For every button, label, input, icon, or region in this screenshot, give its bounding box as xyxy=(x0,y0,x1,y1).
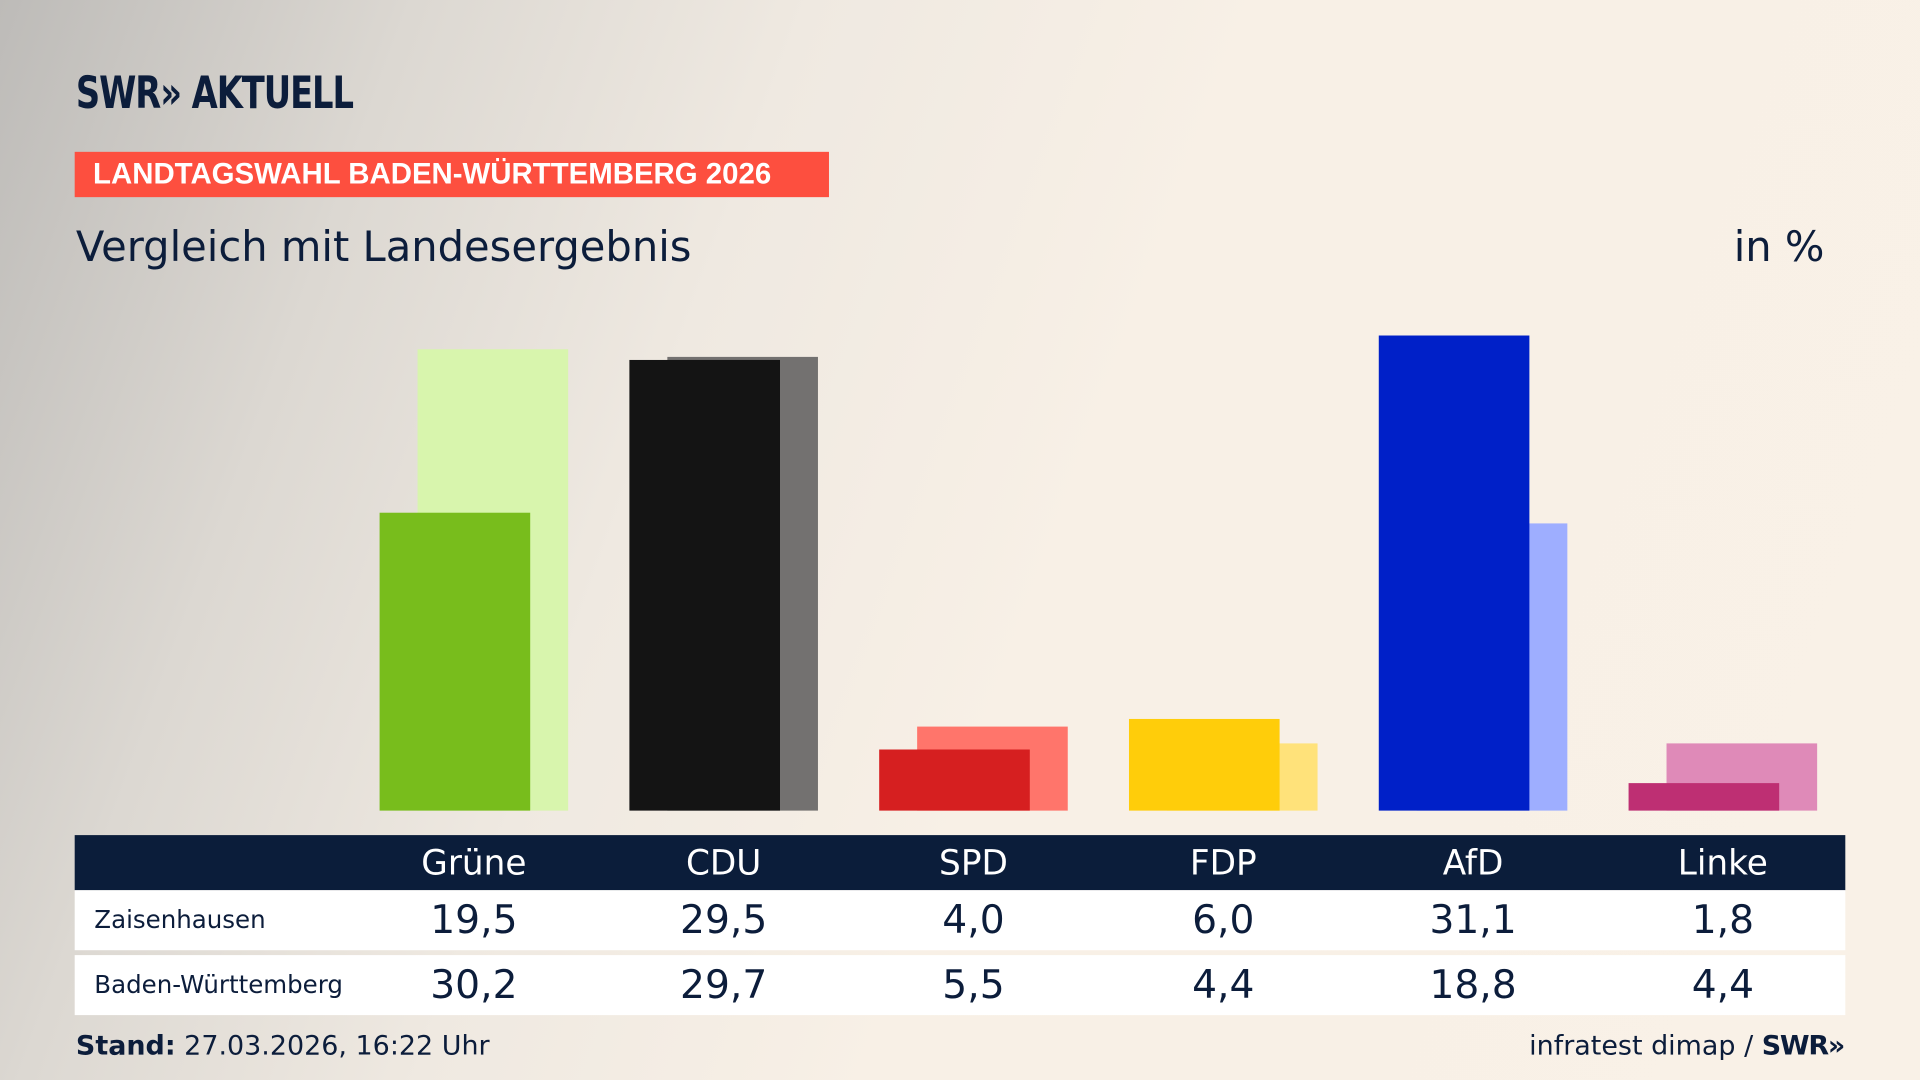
category-label: Grüne xyxy=(421,842,527,883)
bar-grüne-zaisenhausen xyxy=(379,512,531,811)
swr-logo: SWR» xyxy=(1761,1031,1846,1062)
data-label: 29,5 xyxy=(680,896,768,943)
bar-cdu-zaisenhausen xyxy=(629,359,781,811)
election-banner: LANDTAGSWAHL BADEN-WÜRTTEMBERG 2026 xyxy=(74,151,829,198)
stand-value: 27.03.2026, 16:22 Uhr xyxy=(175,1031,490,1062)
swr-aktuell-logo: SWR» AKTUELL xyxy=(75,68,354,119)
timestamp: Stand: 27.03.2026, 16:22 Uhr xyxy=(76,1031,490,1062)
bar-spd-zaisenhausen xyxy=(879,749,1030,811)
row-label: Baden-Württemberg xyxy=(94,969,343,1000)
source: infratest dimap / SWR» xyxy=(1529,1031,1846,1062)
data-label: 19,5 xyxy=(430,896,518,943)
bar-linke-zaisenhausen xyxy=(1628,783,1780,811)
data-label: 18,8 xyxy=(1429,961,1517,1008)
data-label: 29,7 xyxy=(680,961,768,1008)
data-label: 6,0 xyxy=(1192,896,1255,943)
stand-label: Stand: xyxy=(75,1031,176,1062)
category-label: FDP xyxy=(1189,842,1257,883)
data-label: 30,2 xyxy=(430,961,518,1008)
unit-label: in % xyxy=(1733,222,1825,272)
category-label: CDU xyxy=(685,842,762,883)
row-label: Zaisenhausen xyxy=(94,904,266,935)
data-label: 1,8 xyxy=(1691,896,1755,943)
chart-subtitle: Vergleich mit Landesergebnis xyxy=(75,222,692,272)
data-label: 4,4 xyxy=(1691,961,1755,1008)
table-row: Zaisenhausen 19,5 29,5 4,0 6,0 31,1 1,8 xyxy=(74,890,1846,951)
source-text: infratest dimap / xyxy=(1529,1031,1762,1062)
category-label: AfD xyxy=(1442,842,1504,883)
data-label: 5,5 xyxy=(942,961,1005,1008)
table-row: Baden-Württemberg 30,2 29,7 5,5 4,4 18,8 4,4 xyxy=(74,955,1846,1016)
category-label: SPD xyxy=(939,842,1008,883)
data-label: 4,0 xyxy=(942,896,1005,943)
bar-fdp-zaisenhausen xyxy=(1128,718,1280,811)
category-label: Linke xyxy=(1677,842,1768,883)
bar-afd-zaisenhausen xyxy=(1378,335,1530,811)
data-label: 4,4 xyxy=(1192,961,1255,1008)
data-label: 31,1 xyxy=(1429,896,1517,943)
results-table: Grüne CDU SPD FDP AfD Linke Zaisenhausen 19,5… xyxy=(74,835,1846,1016)
table-header: Grüne CDU SPD FDP AfD Linke xyxy=(74,835,1846,891)
